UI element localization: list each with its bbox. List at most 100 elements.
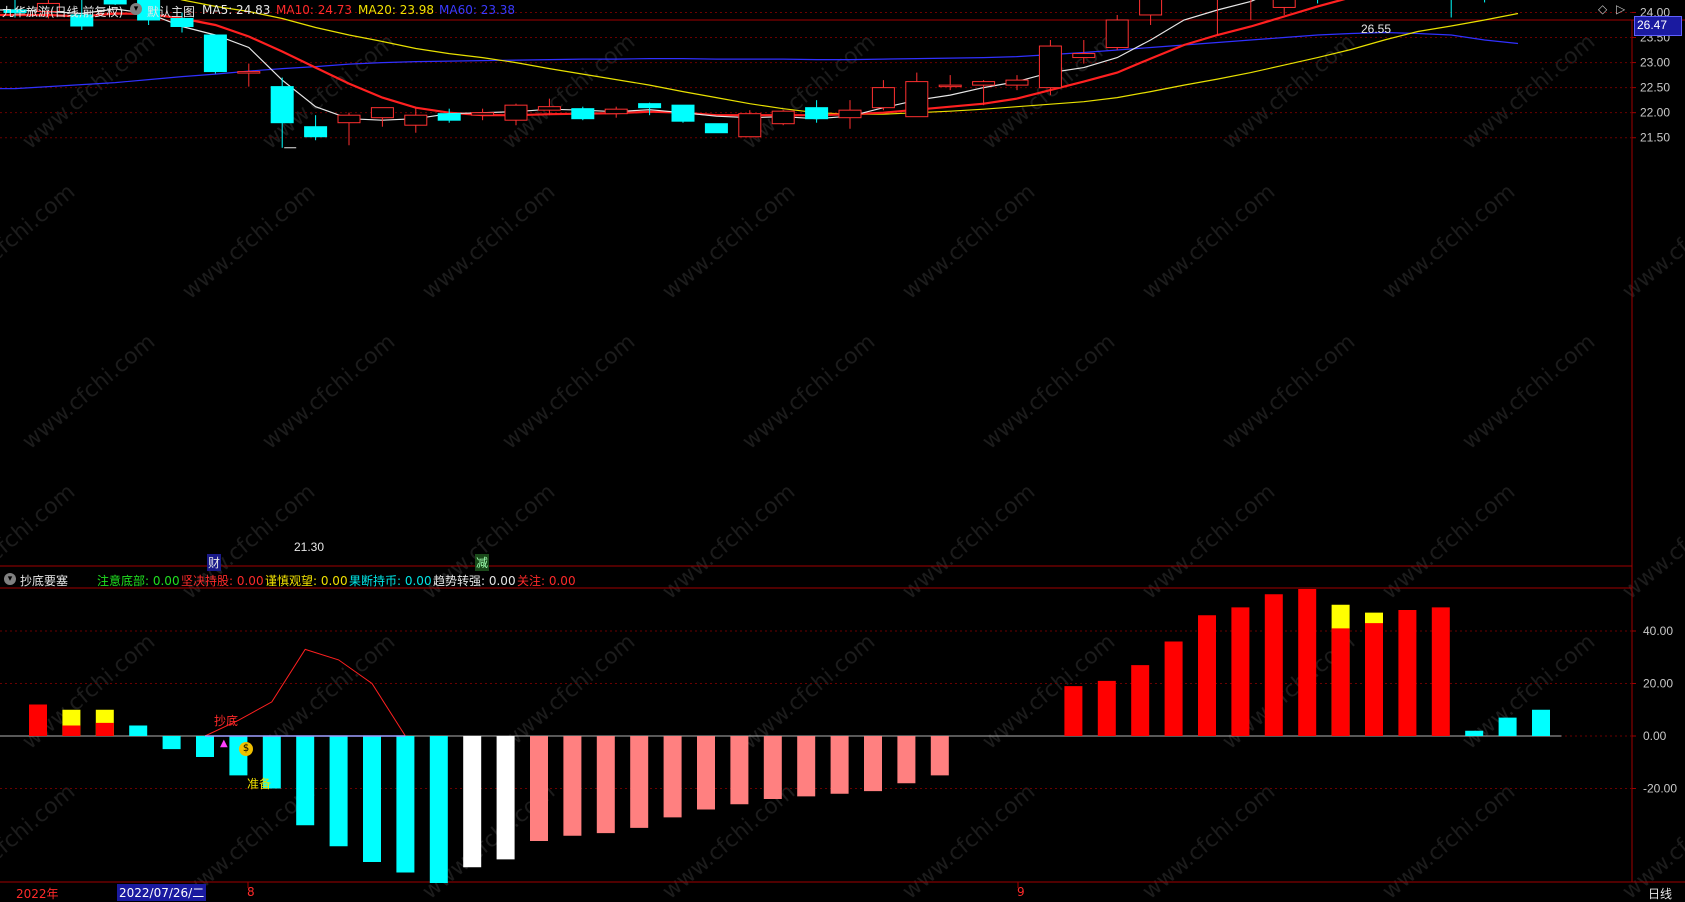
histogram-bar xyxy=(897,736,916,784)
candle xyxy=(337,112,361,146)
bottom-signal-label: 抄底 xyxy=(214,714,239,728)
ma60-line xyxy=(14,31,1519,90)
histogram-bar xyxy=(1164,641,1183,736)
cursor-date: 2022/07/26/二 xyxy=(117,884,207,901)
main-indicator-name[interactable]: 默认主图 xyxy=(147,5,196,19)
candle-body xyxy=(471,112,495,116)
watermark-text: www.cfchi.com xyxy=(978,329,1120,454)
candle-body xyxy=(70,14,94,27)
candle-body xyxy=(1272,0,1296,8)
last-price: 26.47 xyxy=(1637,18,1668,32)
watermark-text: www.cfchi.com xyxy=(1218,329,1360,454)
sub-collapse-icon[interactable]: ▾ xyxy=(4,573,16,585)
stock-title[interactable]: 九华旅游(日线,前复权) xyxy=(2,5,124,19)
watermark-text: www.cfchi.com xyxy=(18,29,160,154)
candle xyxy=(871,80,895,111)
histogram-bar xyxy=(697,736,715,810)
month-9-label: 9 xyxy=(1017,885,1025,899)
histogram-bar xyxy=(663,736,682,818)
sub-item-0: 注意底部: 0.00 xyxy=(97,574,180,588)
financial-report-marker[interactable]: 财 xyxy=(207,554,222,571)
candle xyxy=(738,110,762,138)
watermark-text: www.cfchi.com xyxy=(0,179,80,304)
sub-header: ▾ 抄底要塞 注意底部: 0.00 坚决持股: 0.00 谨慎观望: 0.00 … xyxy=(0,570,1630,588)
ma20-label: MA20: 23.98 xyxy=(358,3,435,17)
month-8-label: 8 xyxy=(247,885,255,899)
sub-tick-label: 20.00 xyxy=(1643,677,1673,691)
candle xyxy=(103,0,127,5)
ma60-label: MA60: 23.38 xyxy=(439,3,516,17)
collapse-icon[interactable]: ▾ xyxy=(130,3,142,15)
candle-body xyxy=(638,103,662,109)
histogram xyxy=(29,589,1550,883)
histogram-bar xyxy=(1532,709,1550,736)
candle-body xyxy=(871,87,895,109)
candle xyxy=(437,108,461,123)
histogram-bar xyxy=(1264,594,1283,736)
settings-diamond-icon[interactable]: ◇ xyxy=(1598,2,1608,16)
histogram-bar xyxy=(730,736,749,805)
price-tick-label: 24.00 xyxy=(1640,5,1670,19)
watermark-text: www.cfchi.com xyxy=(1138,179,1280,304)
header-bar: 九华旅游(日线,前复权) ▾ 默认主图 MA5: 24.83 MA10: 24.… xyxy=(0,0,1630,20)
candle-body xyxy=(571,108,595,120)
expand-icon[interactable]: ▷ xyxy=(1616,2,1626,16)
candle xyxy=(771,110,795,126)
candle xyxy=(671,104,695,123)
signal-curve xyxy=(204,648,406,737)
candle-body xyxy=(1139,0,1163,16)
watermark-text: www.cfchi.com xyxy=(1378,179,1520,304)
ma10-line xyxy=(15,0,1346,117)
candle xyxy=(905,72,929,118)
candle-body xyxy=(1105,19,1129,49)
candle-body xyxy=(604,108,628,115)
watermark-text: www.cfchi.com xyxy=(658,179,800,304)
candle xyxy=(537,98,561,116)
watermark-text: www.cfchi.com xyxy=(258,329,400,454)
candle xyxy=(237,63,261,87)
histogram-bar xyxy=(1198,615,1216,736)
candle-body xyxy=(3,9,27,13)
candle-body xyxy=(738,113,762,138)
histogram-bar xyxy=(1398,610,1417,736)
histogram-bar xyxy=(496,736,515,860)
sub-indicator-name[interactable]: 抄底要塞 xyxy=(20,574,69,588)
candle xyxy=(304,115,328,141)
watermark-text: www.cfchi.com xyxy=(1458,29,1600,154)
candle-body xyxy=(237,71,261,74)
histogram-bar xyxy=(29,704,47,736)
ma20-line xyxy=(180,0,1519,115)
histogram-bar xyxy=(830,736,849,794)
candle xyxy=(203,34,227,74)
histogram-bar-base xyxy=(95,722,114,736)
candle xyxy=(3,0,27,18)
period-button[interactable]: 日线 xyxy=(1648,887,1673,901)
sub-tick-label: 40.00 xyxy=(1643,624,1673,638)
histogram-bar xyxy=(262,736,281,789)
histogram-bar xyxy=(429,736,448,883)
candle-body xyxy=(170,17,194,27)
buy-arrow-icon: ▲ xyxy=(220,738,228,749)
ma5-label: MA5: 24.83 xyxy=(202,3,271,17)
histogram-bar xyxy=(630,736,649,828)
histogram-bar xyxy=(930,736,949,776)
histogram-bar-base xyxy=(1331,628,1350,736)
candle xyxy=(1139,0,1163,25)
sub-tick-label: -20.00 xyxy=(1643,782,1677,796)
candle-body xyxy=(404,114,428,126)
candle xyxy=(70,0,94,30)
price-tick-label: 21.50 xyxy=(1640,131,1670,145)
sub-item-2: 谨慎观望: 0.00 xyxy=(265,574,348,588)
watermark-text: www.cfchi.com xyxy=(738,329,880,454)
price-tick-label: 22.00 xyxy=(1640,106,1670,120)
reduction-marker[interactable]: 减 xyxy=(475,554,490,571)
histogram-bar xyxy=(363,736,381,862)
candle xyxy=(1216,0,1218,36)
candle-body xyxy=(1038,45,1062,89)
histogram-bar xyxy=(1431,607,1450,736)
sub-tick-label: 0.00 xyxy=(1643,729,1667,743)
candle-body xyxy=(103,0,127,5)
histogram-bar xyxy=(129,725,148,736)
last-price-box: 26.47 xyxy=(1634,16,1682,36)
